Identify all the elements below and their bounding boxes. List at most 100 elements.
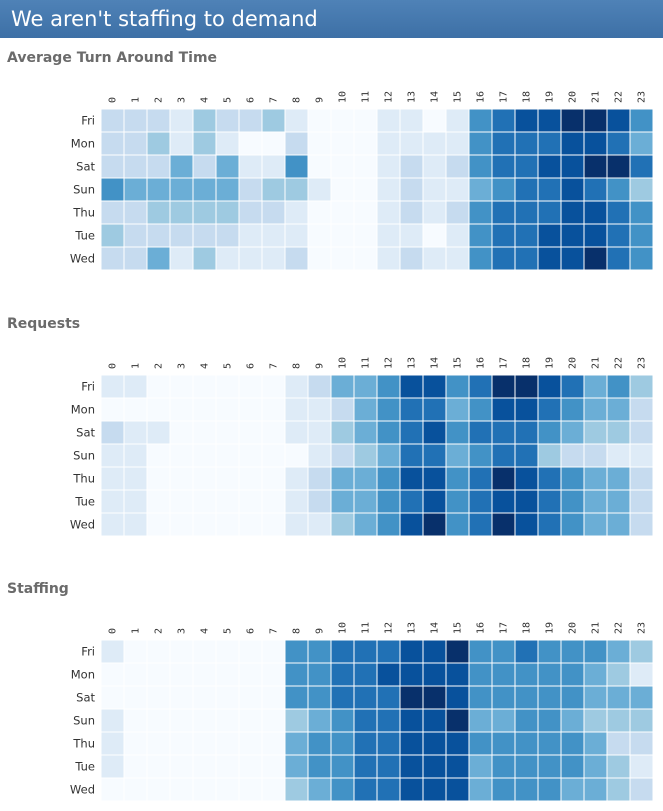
heatmap-cell	[146, 731, 171, 756]
heatmap-cell	[583, 777, 608, 802]
heatmap-cell	[192, 466, 217, 491]
heatmap-cell	[284, 639, 309, 664]
heatmap-cell	[445, 708, 470, 733]
heatmap-cell	[123, 512, 148, 537]
heatmap-cell	[606, 420, 631, 445]
heatmap-cell	[307, 777, 332, 802]
heatmap-cell	[330, 374, 355, 399]
day-label: Wed	[70, 252, 95, 266]
heatmap-cell	[330, 662, 355, 687]
heatmap-cell	[307, 639, 332, 664]
heatmap-cell	[284, 397, 309, 422]
heatmap-cell	[353, 246, 378, 271]
heatmap-cell	[238, 512, 263, 537]
heatmap-cell	[261, 246, 286, 271]
heatmap-cell	[215, 731, 240, 756]
heatmap-cell	[468, 374, 493, 399]
heatmap-cell	[560, 177, 585, 202]
heatmap-cell	[376, 223, 401, 248]
hour-label: 6	[246, 97, 257, 103]
heatmap-cell	[583, 131, 608, 156]
heatmap-cell	[629, 777, 654, 802]
heatmap-cell	[192, 639, 217, 664]
heatmap-cell	[100, 374, 125, 399]
heatmap-cell	[123, 223, 148, 248]
heatmap-cell	[629, 223, 654, 248]
hour-label: 12	[384, 622, 395, 634]
heatmap-cell	[606, 246, 631, 271]
heatmap-cell	[629, 200, 654, 225]
heatmap-cell	[537, 466, 562, 491]
hour-label: 22	[614, 622, 625, 634]
heatmap-cell	[468, 731, 493, 756]
heatmap-cell	[192, 708, 217, 733]
heatmap-cell	[307, 108, 332, 133]
heatmap-cell	[146, 420, 171, 445]
heatmap-cell	[146, 200, 171, 225]
heatmap-cell	[353, 512, 378, 537]
heatmap-cell	[146, 639, 171, 664]
heatmap-cell	[376, 131, 401, 156]
heatmap-cell	[307, 443, 332, 468]
heatmap-cell	[192, 777, 217, 802]
heatmap-cell	[192, 512, 217, 537]
heatmap-cell	[284, 131, 309, 156]
heatmap-cell	[169, 131, 194, 156]
heatmap-cell	[238, 754, 263, 779]
heatmap-cell	[629, 466, 654, 491]
heatmap-cell	[445, 512, 470, 537]
heatmap-cell	[330, 708, 355, 733]
heatmap-cell	[330, 108, 355, 133]
heatmap-cell	[376, 685, 401, 710]
heatmap-cell	[123, 639, 148, 664]
heatmap-cell	[629, 512, 654, 537]
heatmap-cell	[537, 443, 562, 468]
hour-label: 13	[407, 91, 418, 103]
heatmap-cell	[100, 731, 125, 756]
heatmap-cell	[146, 108, 171, 133]
heatmap-cell	[353, 223, 378, 248]
heatmap-cell	[422, 489, 447, 514]
heatmap-cell	[491, 662, 516, 687]
hour-label: 20	[568, 622, 579, 634]
day-label: Mon	[71, 403, 95, 417]
day-label: Mon	[71, 668, 95, 682]
heatmap-cell	[468, 420, 493, 445]
heatmap-cell	[307, 662, 332, 687]
heatmap-cell	[468, 685, 493, 710]
heatmap-cell	[629, 397, 654, 422]
heatmap-cell	[583, 108, 608, 133]
hour-label: 10	[338, 622, 349, 634]
heatmap-cell	[468, 777, 493, 802]
heatmap-cell	[123, 777, 148, 802]
hour-label: 21	[591, 357, 602, 369]
heatmap-cell	[537, 731, 562, 756]
heatmap-cell	[491, 777, 516, 802]
heatmap-cell	[169, 777, 194, 802]
heatmap-cell	[376, 512, 401, 537]
day-label: Fri	[81, 645, 95, 659]
heatmap-title-turnaround: Average Turn Around Time	[7, 50, 218, 66]
heatmap-cell	[468, 754, 493, 779]
heatmap-cell	[422, 466, 447, 491]
heatmap-cell	[445, 754, 470, 779]
hour-label: 3	[177, 97, 188, 103]
heatmap-cell	[307, 420, 332, 445]
heatmap-cell	[629, 154, 654, 179]
hour-label: 23	[637, 357, 648, 369]
heatmap-cell	[146, 177, 171, 202]
heatmap-cell	[468, 397, 493, 422]
hour-label: 18	[522, 357, 533, 369]
heatmap-cell	[629, 662, 654, 687]
heatmap-cell	[422, 223, 447, 248]
heatmap-cell	[169, 512, 194, 537]
heatmap-title-requests: Requests	[7, 316, 81, 332]
heatmap-cell	[514, 662, 539, 687]
heatmap-cell	[445, 397, 470, 422]
heatmap-cell	[445, 662, 470, 687]
heatmap-cell	[606, 489, 631, 514]
heatmap-cell	[537, 777, 562, 802]
heatmap-cell	[514, 374, 539, 399]
heatmap-cell	[491, 374, 516, 399]
heatmap-cell	[261, 443, 286, 468]
